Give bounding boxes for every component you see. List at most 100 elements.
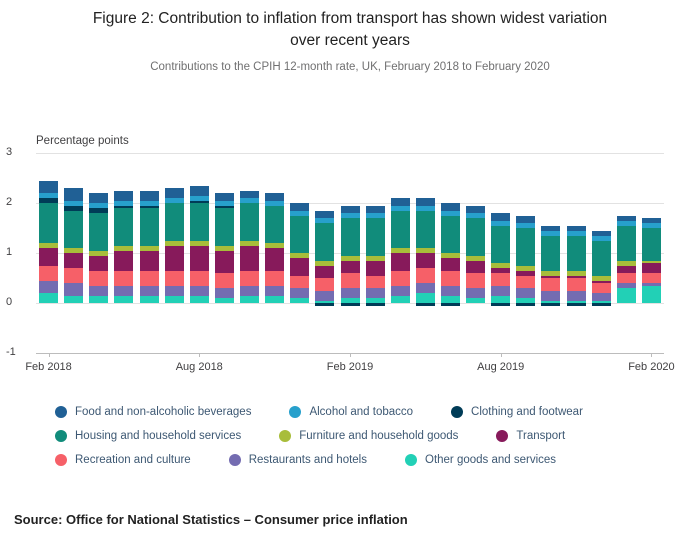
bar-segment: [114, 200, 134, 206]
bar-segment: [64, 283, 84, 296]
bar-segment: [616, 225, 636, 261]
bar-segment: [64, 210, 84, 248]
bar-segment: [415, 210, 435, 248]
bar-segment: [541, 275, 561, 278]
bar-segment: [415, 293, 435, 303]
bar-segment: [214, 250, 234, 273]
bar-segment: [189, 200, 209, 203]
bar-segment: [164, 240, 184, 246]
bar-segment: [516, 303, 536, 306]
bar-segment: [440, 285, 460, 296]
legend-swatch-icon: [289, 406, 302, 418]
bar-segment: [641, 273, 661, 283]
bar-segment: [89, 250, 109, 256]
bar-segment: [214, 193, 234, 201]
bar-segment: [340, 218, 360, 256]
legend-swatch-icon: [451, 406, 464, 418]
bar-segment: [491, 220, 511, 226]
bar-segment: [240, 240, 260, 246]
bar-segment: [164, 295, 184, 303]
bar-segment: [315, 300, 335, 303]
bar-segment: [440, 295, 460, 303]
bar-segment: [415, 248, 435, 253]
legend-item: Transport: [496, 430, 565, 442]
bar-segment: [390, 205, 410, 211]
bar-segment: [214, 205, 234, 208]
bar-segment: [466, 288, 486, 298]
bar-segment: [39, 193, 59, 198]
bar-segment: [139, 270, 159, 286]
bar-segment: [114, 285, 134, 296]
x-tick-mark: [350, 353, 351, 357]
bar-segment: [340, 260, 360, 273]
bar-segment: [516, 288, 536, 298]
bar-segment: [415, 283, 435, 293]
bar-segment: [641, 218, 661, 223]
bar-segment: [566, 235, 586, 271]
bar-segment: [466, 205, 486, 213]
bar-segment: [365, 255, 385, 261]
bar-segment: [491, 303, 511, 306]
bar-segment: [591, 300, 611, 303]
bar-segment: [114, 295, 134, 303]
bar-segment: [516, 215, 536, 223]
bar-segment: [189, 295, 209, 303]
bar-segment: [440, 215, 460, 253]
gridline: [36, 153, 664, 154]
bar-segment: [265, 248, 285, 271]
bar-segment: [240, 270, 260, 286]
bar-segment: [541, 225, 561, 231]
x-tick-label: Aug 2019: [477, 361, 525, 373]
bar-segment: [290, 258, 310, 276]
bar-segment: [491, 263, 511, 268]
bar-segment: [365, 303, 385, 306]
bar-segment: [290, 210, 310, 216]
bar-segment: [365, 288, 385, 298]
y-tick-label: 1: [6, 246, 13, 258]
bar-segment: [616, 220, 636, 226]
legend-row: Housing and household services Furniture …: [55, 430, 583, 442]
x-tick-mark: [500, 353, 502, 357]
bar-segment: [39, 198, 59, 203]
legend-swatch-icon: [228, 454, 241, 466]
bar-segment: [189, 195, 209, 201]
bar-segment: [440, 270, 460, 286]
bar-segment: [566, 275, 586, 278]
bar-segment: [214, 200, 234, 206]
bar-segment: [214, 245, 234, 251]
legend-item: Restaurants and hotels: [228, 454, 367, 466]
bar-segment: [365, 275, 385, 288]
bar-segment: [64, 200, 84, 206]
bar-segment: [64, 205, 84, 211]
bar-segment: [89, 295, 109, 303]
bar-segment: [240, 285, 260, 296]
bar-segment: [64, 295, 84, 303]
bar-segment: [189, 285, 209, 296]
y-tick-label: 3: [6, 146, 13, 158]
bar-segment: [265, 205, 285, 243]
legend-item: Other goods and services: [405, 454, 556, 466]
bar-segment: [214, 208, 234, 246]
bar-segment: [114, 190, 134, 201]
bar-segment: [315, 210, 335, 218]
bar-segment: [440, 258, 460, 271]
y-axis-title: Percentage points: [36, 135, 129, 147]
legend-swatch-icon: [405, 454, 417, 466]
bar-segment: [39, 243, 59, 248]
bar-segment: [641, 260, 661, 263]
bar-segment: [566, 300, 586, 303]
bar-segment: [164, 188, 184, 198]
bar-segment: [516, 298, 536, 303]
x-tick-mark: [651, 353, 653, 357]
bar-segment: [64, 188, 84, 201]
bar-segment: [390, 285, 410, 296]
legend: Food and non-alcoholic beverages Alcohol …: [55, 406, 583, 478]
bar-segment: [516, 223, 536, 228]
bar-segment: [591, 230, 611, 236]
bar-segment: [390, 270, 410, 286]
bar-segment: [114, 270, 134, 286]
bar-segment: [415, 205, 435, 211]
bar-segment: [415, 268, 435, 283]
bar-segment: [591, 275, 611, 281]
legend-swatch-icon: [55, 430, 67, 442]
